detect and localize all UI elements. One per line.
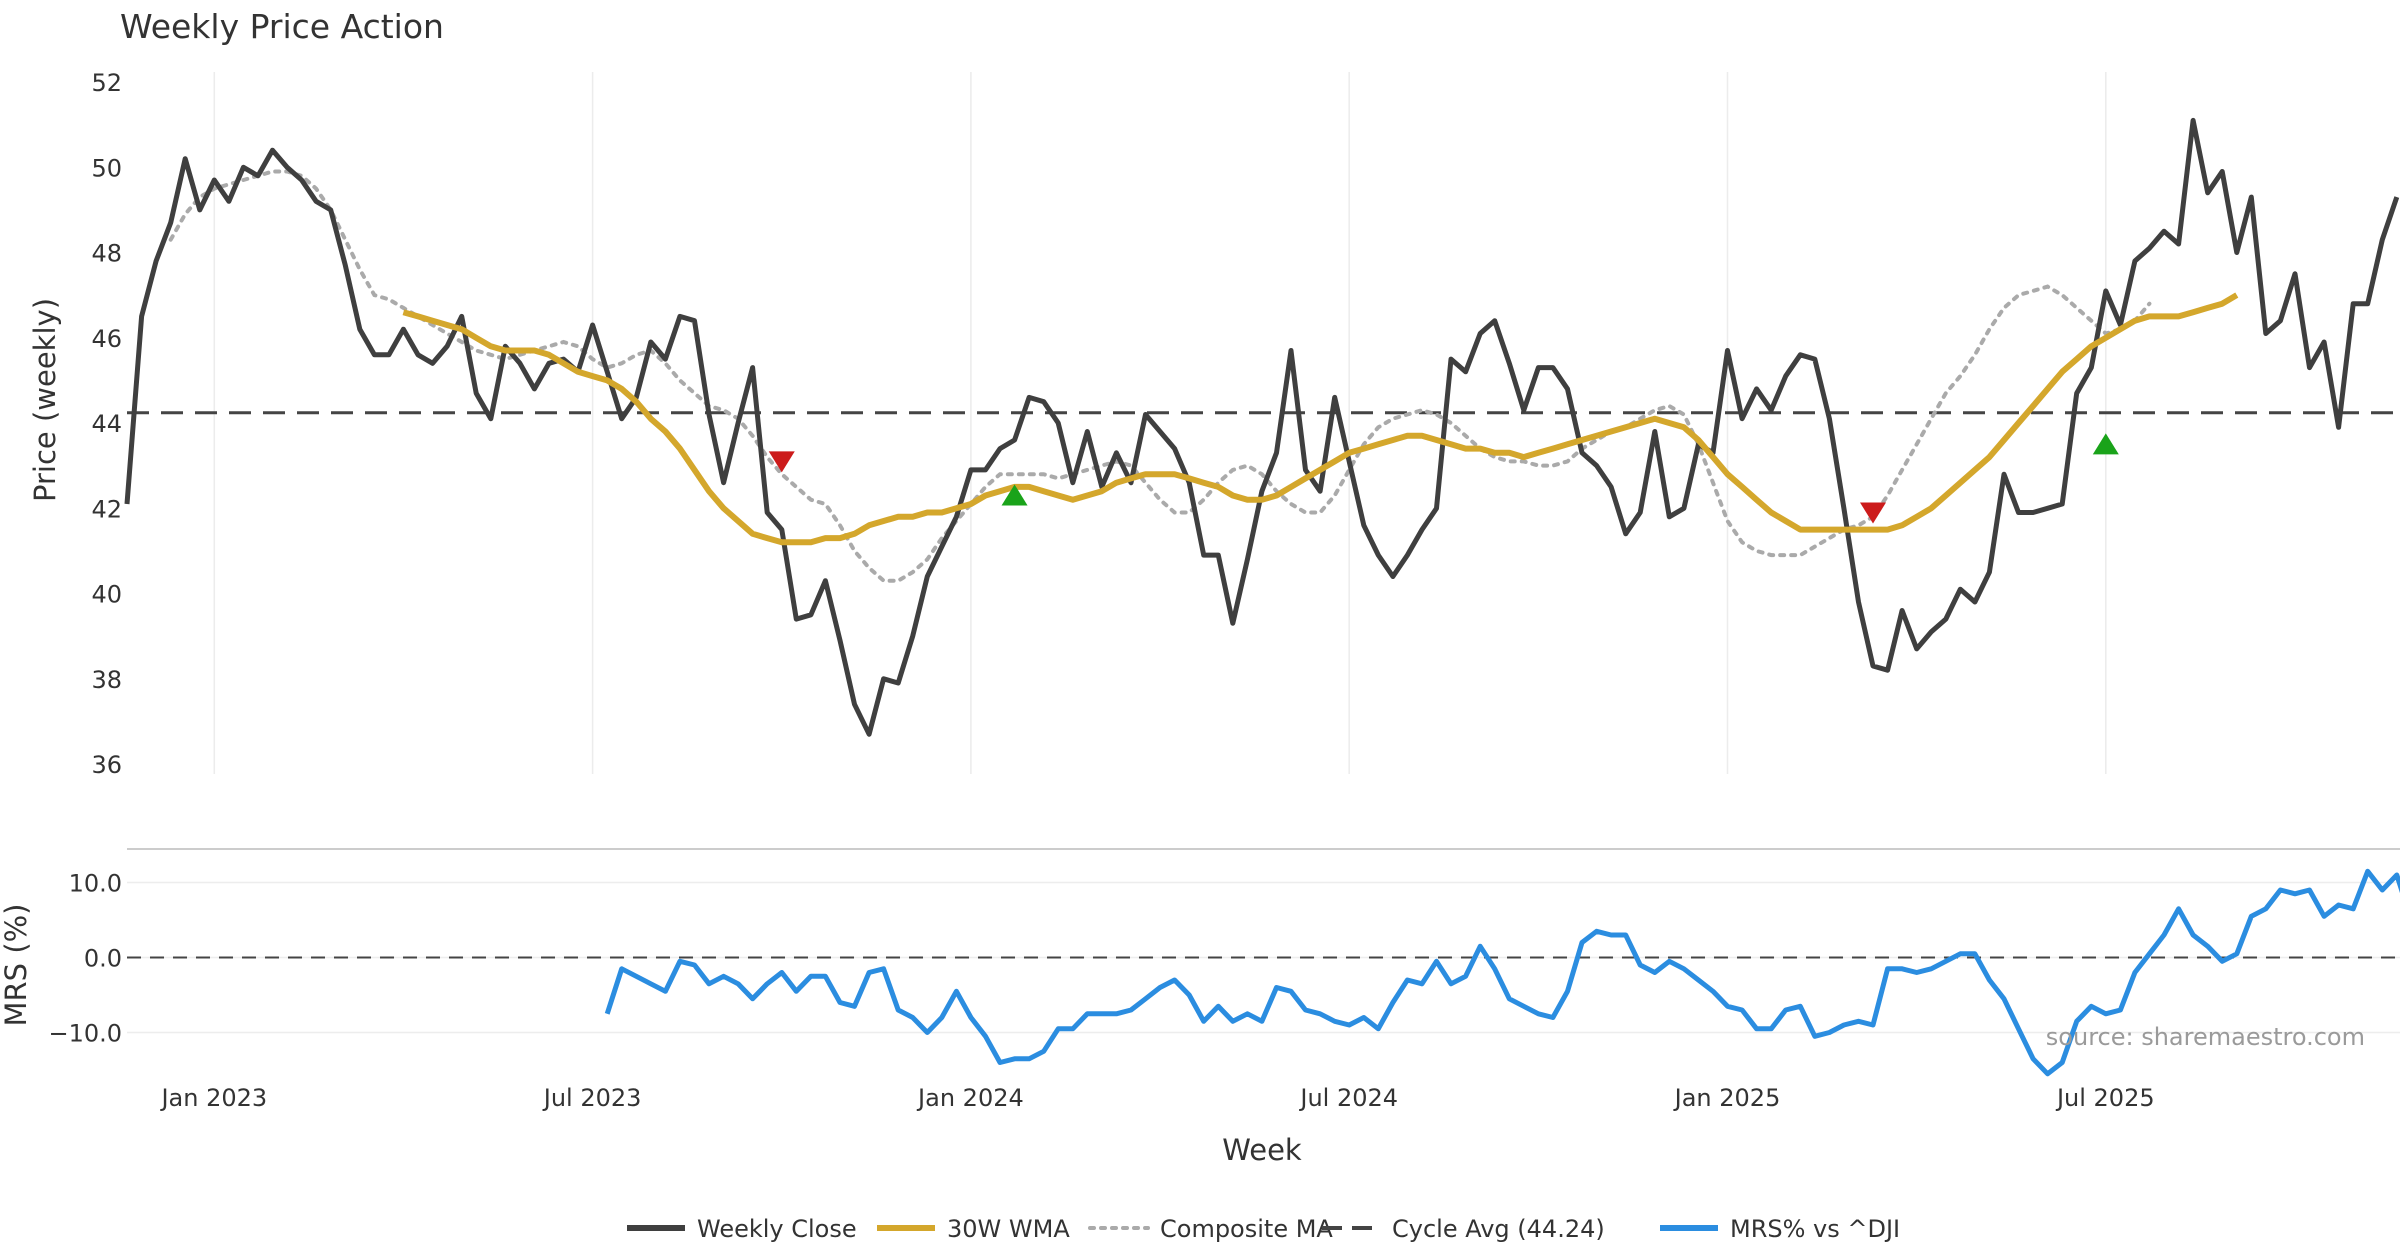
x-tick-5: Jul 2025 — [2055, 1084, 2155, 1112]
buy-signal-marker-1 — [1001, 484, 1028, 506]
legend-label-0: Weekly Close — [697, 1215, 857, 1243]
source-label: source: sharemaestro.com — [2046, 1023, 2365, 1051]
mrs-panel: −10.0 0.0 10.0 MRS (%) source: sharemaestr… — [0, 868, 2400, 1077]
price-y-tick-3: 42 — [91, 495, 122, 523]
composite-ma-line — [168, 169, 2152, 583]
price-y-tick-7: 50 — [91, 154, 122, 182]
price-y-label: Price (weekly) — [28, 298, 62, 502]
x-tick-1: Jul 2023 — [542, 1084, 642, 1112]
x-tick-3: Jul 2024 — [1298, 1084, 1398, 1112]
signal-markers — [768, 433, 2119, 524]
mrs-y-tick-2: 10.0 — [69, 870, 122, 898]
legend-item-4: MRS% vs ^DJI — [1660, 1215, 1900, 1243]
x-tick-2: Jan 2024 — [916, 1084, 1024, 1112]
mrs-line — [604, 868, 2400, 1077]
chart-title: Weekly Price Action — [120, 7, 444, 46]
legend-item-1: 30W WMA — [877, 1215, 1070, 1243]
legend-label-2: Composite MA — [1160, 1215, 1333, 1243]
legend-item-0: Weekly Close — [627, 1215, 857, 1243]
mrs-y-label: MRS (%) — [0, 904, 33, 1027]
price-y-tick-2: 40 — [91, 581, 122, 609]
price-y-tick-4: 44 — [91, 410, 122, 438]
x-tick-0: Jan 2023 — [159, 1084, 267, 1112]
buy-signal-marker-3 — [2092, 433, 2119, 455]
legend-label-4: MRS% vs ^DJI — [1730, 1215, 1900, 1243]
mrs-y-tick-1: 0.0 — [84, 945, 122, 973]
weekly-close-line — [124, 117, 2400, 737]
price-panel: 36 38 40 42 44 46 48 50 52 Price (weekly) — [28, 69, 2400, 779]
legend-item-3: Cycle Avg (44.24) — [1322, 1215, 1605, 1243]
price-y-ticks: 36 38 40 42 44 46 48 50 52 — [91, 69, 122, 779]
sell-signal-marker-0 — [768, 451, 795, 473]
price-y-tick-6: 48 — [91, 240, 122, 268]
price-y-tick-8: 52 — [91, 69, 122, 97]
mrs-y-tick-0: −10.0 — [48, 1020, 122, 1048]
mrs-y-ticks: −10.0 0.0 10.0 — [48, 870, 122, 1048]
x-axis-label: Week — [1222, 1133, 1302, 1167]
x-tick-4: Jan 2025 — [1673, 1084, 1781, 1112]
sell-signal-marker-2 — [1860, 502, 1886, 524]
wma-30w-line — [402, 292, 2239, 546]
x-ticks: Jan 2023 Jul 2023 Jan 2024 Jul 2024 Jan 2025… — [159, 1084, 2154, 1112]
legend-label-3: Cycle Avg (44.24) — [1392, 1215, 1605, 1243]
price-grid — [213, 72, 2107, 774]
price-y-tick-0: 36 — [91, 751, 122, 779]
legend-item-2: Composite MA — [1088, 1215, 1333, 1243]
legend-label-1: 30W WMA — [947, 1215, 1070, 1243]
price-y-tick-1: 38 — [91, 666, 122, 694]
price-y-tick-5: 46 — [91, 325, 122, 353]
legend: Weekly Close 30W WMA Composite MA Cycle Avg… — [627, 1215, 1900, 1243]
